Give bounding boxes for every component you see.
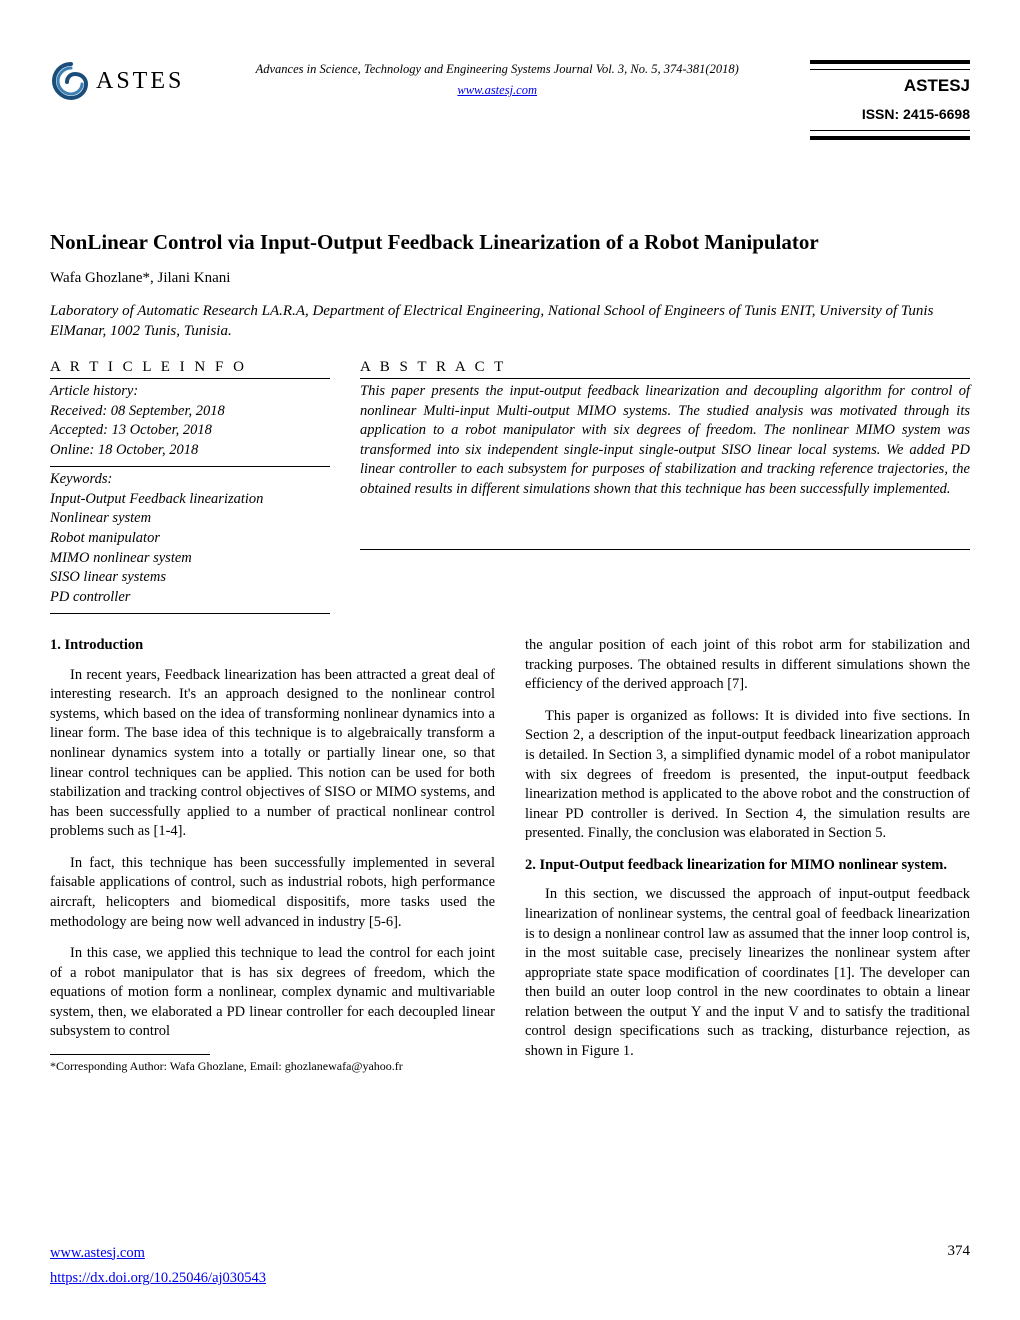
keyword-item: PD controller: [50, 588, 330, 608]
info-abstract-row: A R T I C L E I N F O Article history: R…: [50, 359, 970, 614]
authors-line: Wafa Ghozlane*, Jilani Knani: [50, 270, 970, 287]
keywords-block: Keywords: Input-Output Feedback lineariz…: [50, 466, 330, 614]
keyword-item: SISO linear systems: [50, 568, 330, 588]
body-paragraph: In this case, we applied this technique …: [50, 944, 495, 1042]
section-1-heading: 1. Introduction: [50, 636, 495, 656]
body-paragraph: the angular position of each joint of th…: [525, 636, 970, 695]
keyword-item: Nonlinear system: [50, 509, 330, 529]
affiliation-line: Laboratory of Automatic Research LA.R.A,…: [50, 302, 970, 341]
abstract-heading: A B S T R A C T: [360, 359, 970, 376]
body-paragraph: In fact, this technique has been success…: [50, 854, 495, 932]
footnote-rule: [50, 1054, 210, 1055]
article-info-heading: A R T I C L E I N F O: [50, 359, 330, 376]
body-paragraph: In recent years, Feedback linearization …: [50, 666, 495, 842]
left-column: 1. Introduction In recent years, Feedbac…: [50, 636, 495, 1074]
page-header: ASTES Advances in Science, Technology an…: [50, 60, 970, 140]
footer-website-link[interactable]: www.astesj.com: [50, 1243, 266, 1265]
logo-swirl-icon: [50, 60, 92, 102]
section-2-heading: 2. Input-Output feedback linearization f…: [525, 856, 970, 876]
page-footer: www.astesj.com https://dx.doi.org/10.250…: [50, 1243, 970, 1291]
paper-title: NonLinear Control via Input-Output Feedb…: [50, 230, 970, 255]
keywords-label: Keywords:: [50, 470, 330, 490]
journal-citation: Advances in Science, Technology and Engi…: [194, 62, 800, 77]
header-brand-box: ASTESJ ISSN: 2415-6698: [810, 60, 970, 140]
article-info-column: A R T I C L E I N F O Article history: R…: [50, 359, 330, 614]
brand-name: ASTESJ: [810, 76, 970, 96]
body-paragraph: This paper is organized as follows: It i…: [525, 707, 970, 844]
keyword-item: MIMO nonlinear system: [50, 549, 330, 569]
received-date: Received: 08 September, 2018: [50, 402, 330, 422]
journal-website-link[interactable]: www.astesj.com: [457, 83, 537, 98]
article-history-block: Article history: Received: 08 September,…: [50, 378, 330, 466]
body-paragraph: In this section, we discussed the approa…: [525, 885, 970, 1061]
footer-left: www.astesj.com https://dx.doi.org/10.250…: [50, 1243, 266, 1291]
journal-logo: ASTES: [50, 60, 184, 102]
online-date: Online: 18 October, 2018: [50, 441, 330, 461]
abstract-column: A B S T R A C T This paper presents the …: [360, 359, 970, 614]
body-columns: 1. Introduction In recent years, Feedbac…: [50, 636, 970, 1074]
keyword-item: Input-Output Feedback linearization: [50, 490, 330, 510]
history-label: Article history:: [50, 382, 330, 402]
abstract-text: This paper presents the input-output fee…: [360, 378, 970, 550]
issn-label: ISSN: 2415-6698: [810, 106, 970, 122]
accepted-date: Accepted: 13 October, 2018: [50, 421, 330, 441]
corresponding-author-footnote: *Corresponding Author: Wafa Ghozlane, Em…: [50, 1058, 495, 1074]
logo-text: ASTES: [96, 68, 184, 95]
page-number: 374: [948, 1243, 971, 1291]
keyword-item: Robot manipulator: [50, 529, 330, 549]
header-middle: Advances in Science, Technology and Engi…: [194, 60, 800, 99]
right-column: the angular position of each joint of th…: [525, 636, 970, 1074]
footer-doi-link[interactable]: https://dx.doi.org/10.25046/aj030543: [50, 1268, 266, 1290]
